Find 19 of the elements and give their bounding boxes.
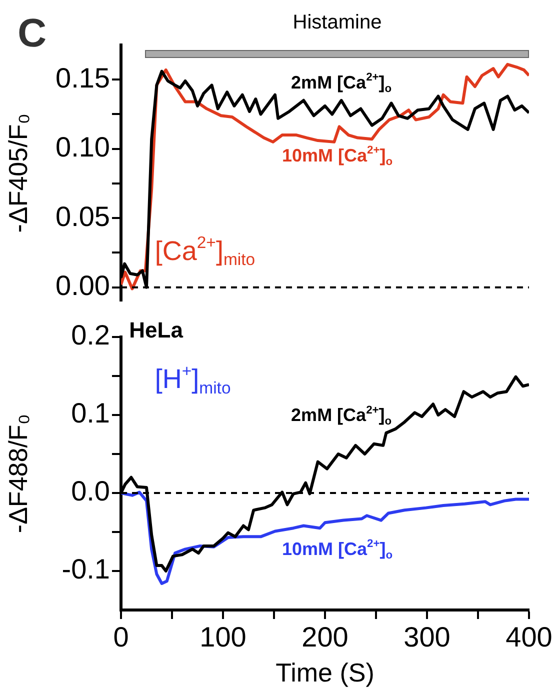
y-tick-label: 0.0 [71,476,110,507]
y-tick-label: 0.05 [56,200,110,232]
y-tick-label: 0.2 [71,320,110,351]
text: C [18,12,47,56]
x-tick-label: 300 [404,622,450,653]
y-tick-label: 0.15 [56,62,110,94]
x-tick-label: 0 [113,622,129,653]
annotation: HeLa [129,318,184,343]
y-tick-label: -0.1 [62,554,110,585]
x-tick-label: 400 [506,622,552,653]
y-tick-label: 0.00 [56,270,110,302]
y-axis-title: -ΔF405/F₀ [2,114,33,233]
y-tick-label: 0.1 [71,398,110,429]
x-axis-title: Time (S) [276,658,374,688]
x-tick-label: 200 [302,622,348,653]
y-tick-label: 0.10 [56,132,110,163]
x-tick-label: 100 [200,622,246,653]
text: Histamine [292,12,382,34]
y-axis-title: -ΔF488/F₀ [2,414,33,534]
